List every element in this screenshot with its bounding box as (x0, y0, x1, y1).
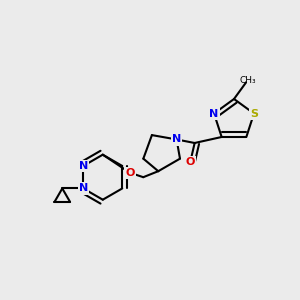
Text: N: N (172, 134, 181, 145)
Text: N: N (79, 161, 88, 171)
Text: CH₃: CH₃ (239, 76, 256, 85)
Text: N: N (209, 109, 219, 118)
Text: O: O (185, 158, 195, 167)
Text: S: S (250, 109, 258, 118)
Text: N: N (79, 183, 88, 194)
Text: O: O (125, 168, 134, 178)
